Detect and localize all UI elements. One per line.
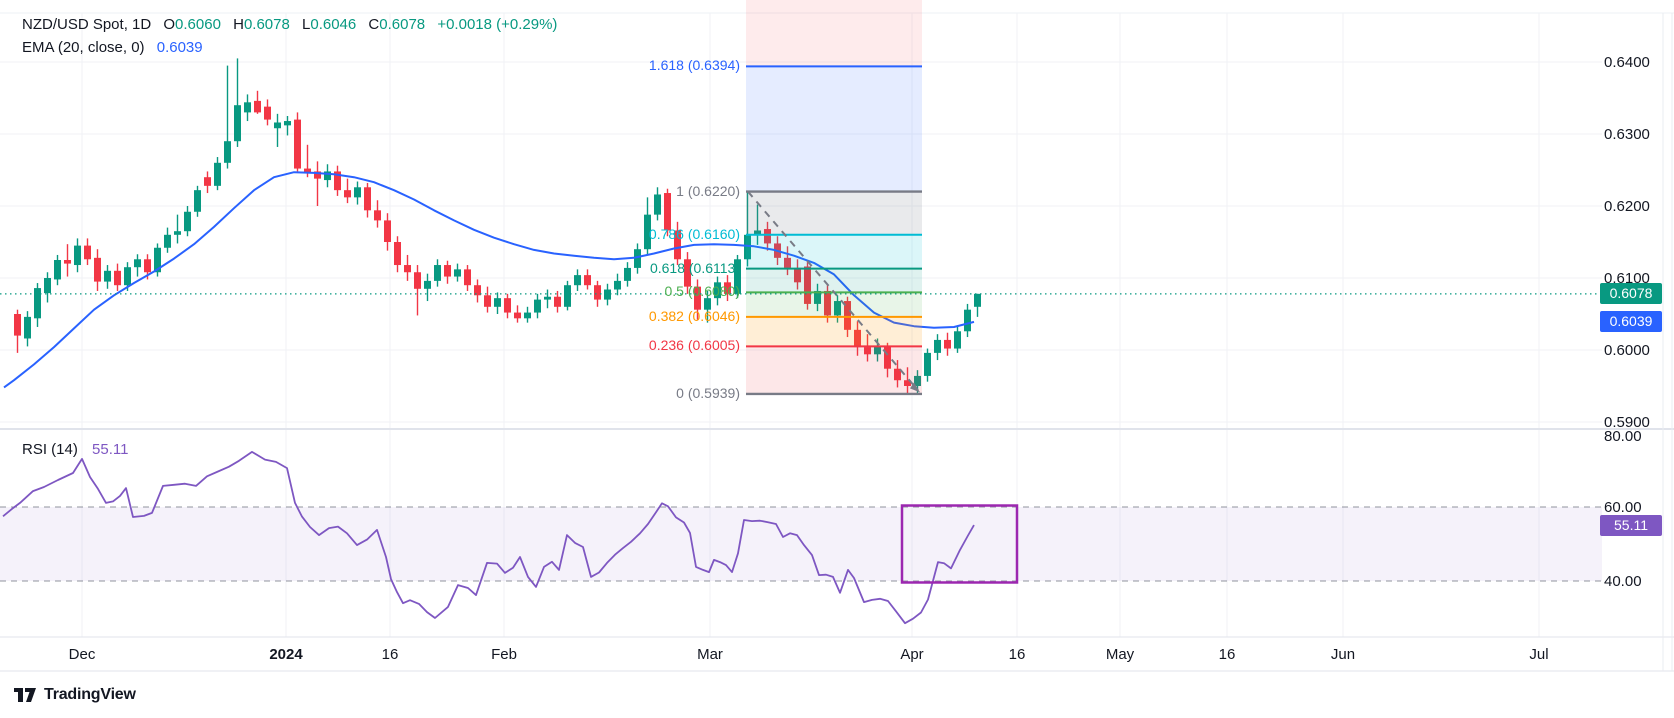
time-axis-label: Feb <box>491 646 517 663</box>
price-axis-label: 0.6300 <box>1604 126 1650 143</box>
rsi-pane <box>0 451 1602 625</box>
price-axis-label: 0.5900 <box>1604 414 1650 431</box>
symbol-legend[interactable]: NZD/USD Spot, 1D O0.6060 H0.6078 L0.6046… <box>22 16 557 33</box>
close-value: 0.6078 <box>379 16 426 33</box>
rsi-axis-label: 60.00 <box>1604 499 1642 516</box>
time-axis-label: Jun <box>1330 646 1356 663</box>
fib-level-label: 0.382 (0.6046) <box>648 307 740 324</box>
tradingview-logo-icon <box>14 688 36 702</box>
time-axis-label: Dec <box>68 646 96 663</box>
price-axis-label: 0.6100 <box>1604 270 1650 287</box>
price-axis-label: 0.6400 <box>1604 54 1650 71</box>
fib-level-label: 1 (0.6220) <box>676 182 740 199</box>
fib-level-label: 0.5 (0.6080) <box>664 283 741 300</box>
ema-line <box>3 171 975 389</box>
rsi-line <box>2 451 975 625</box>
ema-value: 0.6039 <box>156 39 203 56</box>
price-axis-badge: 0.6078 <box>1600 283 1662 305</box>
rsi-legend[interactable]: RSI (14) 55.11 <box>22 441 128 458</box>
rsi-label[interactable]: RSI (14) <box>22 441 78 458</box>
open-label: O <box>163 16 176 33</box>
ema-legend[interactable]: EMA (20, close, 0) 0.6039 <box>22 39 203 56</box>
fib-level-label: 1.618 (0.6394) <box>648 57 740 74</box>
fib-level-label: 0.618 (0.6113) <box>649 259 740 276</box>
ema-label[interactable]: EMA (20, close, 0) <box>22 39 145 56</box>
open-value: 0.6060 <box>175 16 221 33</box>
time-axis-label: Mar <box>697 646 723 663</box>
price-axis-label: 0.6200 <box>1604 198 1650 215</box>
time-axis-label: 2024 <box>269 646 303 663</box>
price-axis-label: 0.6000 <box>1604 342 1650 359</box>
separators <box>0 13 1674 672</box>
tradingview-logo[interactable]: TradingView <box>14 686 136 704</box>
high-label: H <box>233 16 244 33</box>
close-label: C <box>368 16 380 33</box>
time-axis-label: 16 <box>381 646 399 663</box>
time-axis-label: 16 <box>1008 646 1026 663</box>
low-label: L <box>302 16 311 33</box>
fib-level-label: 0.236 (0.6005) <box>648 337 740 354</box>
rsi-axis-label: 80.00 <box>1604 428 1642 445</box>
fib-level-label: 0 (0.5939) <box>676 384 740 401</box>
time-axis-label: Apr <box>900 646 924 663</box>
price-axis-badge: 0.6039 <box>1600 311 1662 333</box>
change-value: +0.0018 (+0.29%) <box>437 16 558 33</box>
time-axis-label: May <box>1105 646 1135 663</box>
rsi-axis-badge: 55.11 <box>1600 514 1662 536</box>
fib-retracement <box>746 0 922 396</box>
fib-level-label: 0.786 (0.6160) <box>648 225 740 242</box>
rsi-value: 55.11 <box>92 441 129 458</box>
time-axis-label: Jul <box>1529 646 1549 663</box>
candlestick-series <box>14 58 981 394</box>
rsi-highlight-box <box>900 504 1019 584</box>
high-value: 0.6078 <box>243 16 290 33</box>
fib-trendline <box>747 190 919 391</box>
symbol-title[interactable]: NZD/USD Spot, 1D <box>22 16 152 33</box>
low-value: 0.6046 <box>310 16 357 33</box>
rsi-axis-label: 40.00 <box>1604 573 1642 590</box>
time-axis-label: 16 <box>1218 646 1236 663</box>
tradingview-logo-text: TradingView <box>44 686 136 703</box>
